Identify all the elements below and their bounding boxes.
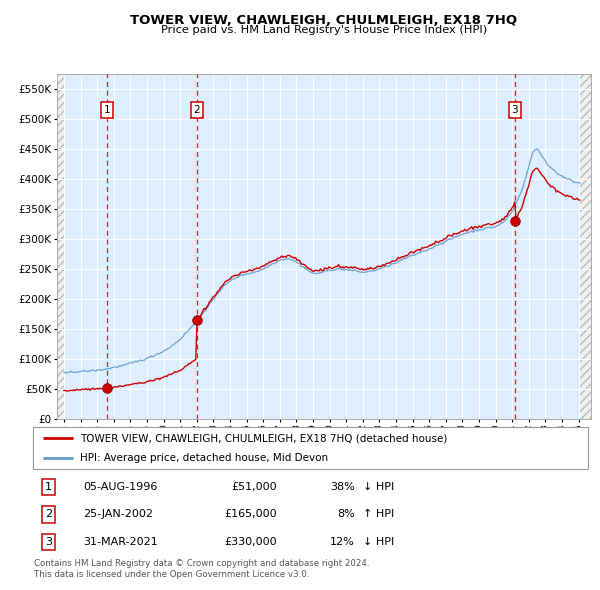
Text: 3: 3 <box>512 105 518 115</box>
Text: 3: 3 <box>45 537 52 547</box>
Text: 25-JAN-2002: 25-JAN-2002 <box>83 510 153 519</box>
Text: £330,000: £330,000 <box>224 537 277 547</box>
Text: 1: 1 <box>104 105 110 115</box>
Text: 1: 1 <box>45 482 52 492</box>
Text: TOWER VIEW, CHAWLEIGH, CHULMLEIGH, EX18 7HQ: TOWER VIEW, CHAWLEIGH, CHULMLEIGH, EX18 … <box>130 14 518 27</box>
Text: HPI: Average price, detached house, Mid Devon: HPI: Average price, detached house, Mid … <box>80 453 328 463</box>
Text: 2: 2 <box>45 510 52 519</box>
Text: ↓ HPI: ↓ HPI <box>363 537 394 547</box>
Text: ↓ HPI: ↓ HPI <box>363 482 394 492</box>
Text: Price paid vs. HM Land Registry's House Price Index (HPI): Price paid vs. HM Land Registry's House … <box>161 25 487 35</box>
Text: Contains HM Land Registry data © Crown copyright and database right 2024.
This d: Contains HM Land Registry data © Crown c… <box>34 559 370 579</box>
Text: 31-MAR-2021: 31-MAR-2021 <box>83 537 158 547</box>
Bar <box>57 74 65 419</box>
Text: ↑ HPI: ↑ HPI <box>363 510 394 519</box>
Text: 12%: 12% <box>330 537 355 547</box>
Text: 38%: 38% <box>330 482 355 492</box>
Text: £165,000: £165,000 <box>224 510 277 519</box>
Text: 2: 2 <box>193 105 200 115</box>
Text: TOWER VIEW, CHAWLEIGH, CHULMLEIGH, EX18 7HQ (detached house): TOWER VIEW, CHAWLEIGH, CHULMLEIGH, EX18 … <box>80 433 448 443</box>
Text: £51,000: £51,000 <box>232 482 277 492</box>
Bar <box>580 74 592 419</box>
Text: 05-AUG-1996: 05-AUG-1996 <box>83 482 157 492</box>
Text: 8%: 8% <box>337 510 355 519</box>
